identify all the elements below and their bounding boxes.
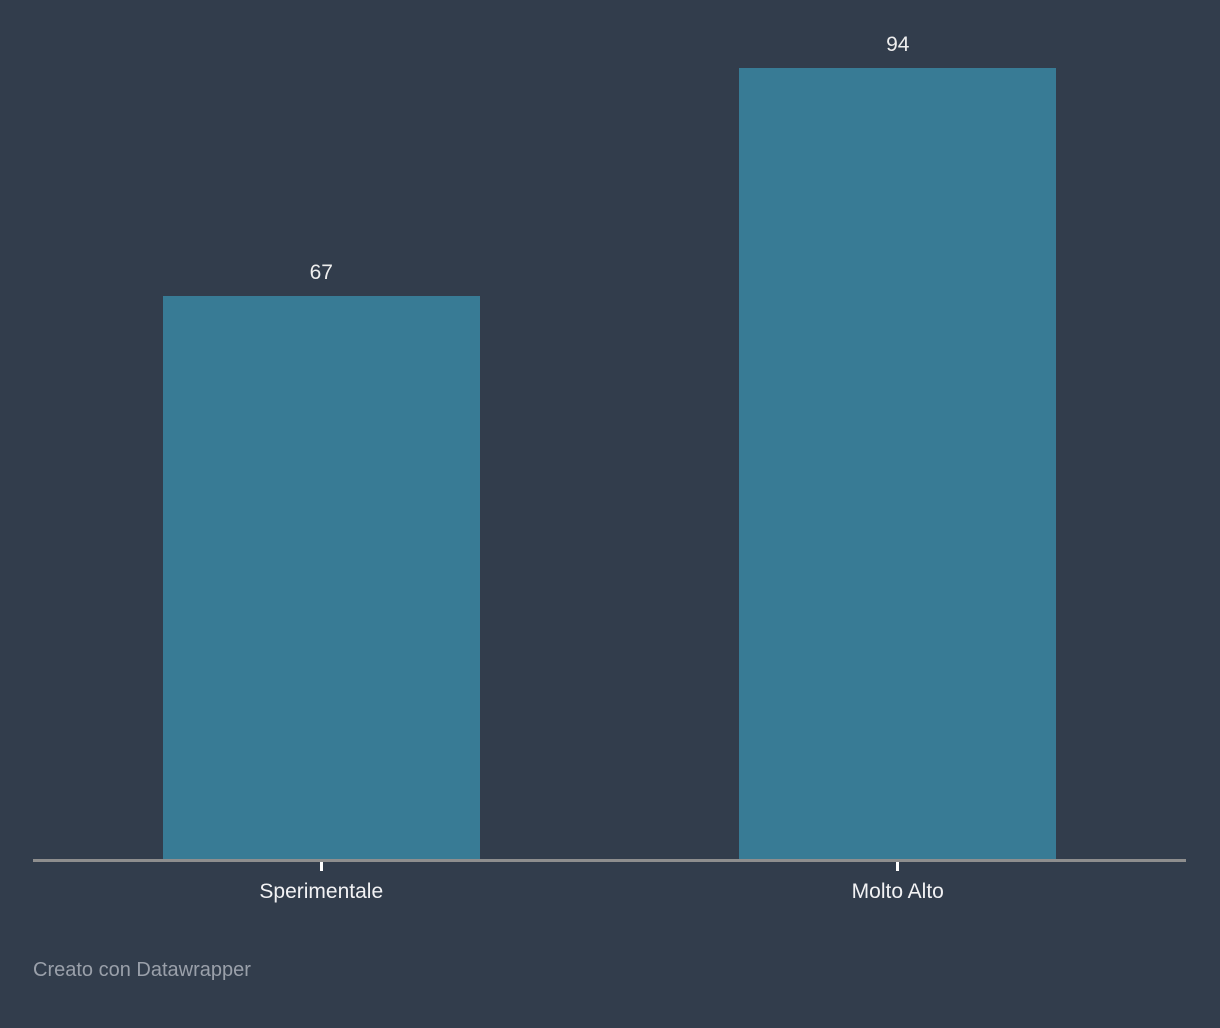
- category-label-molto-alto: Molto Alto: [851, 880, 944, 903]
- x-axis-baseline: [33, 859, 1186, 862]
- category-label-sperimentale: Sperimentale: [259, 880, 384, 903]
- bar-molto-alto[interactable]: [739, 68, 1057, 861]
- bar-sperimentale[interactable]: [162, 295, 480, 861]
- axis-tick: [896, 862, 900, 871]
- bar-value-label: 67: [309, 260, 333, 284]
- bar-value-label: 94: [886, 33, 910, 56]
- datawrapper-attribution: Creato con Datawrapper: [33, 959, 251, 981]
- axis-tick: [319, 862, 323, 871]
